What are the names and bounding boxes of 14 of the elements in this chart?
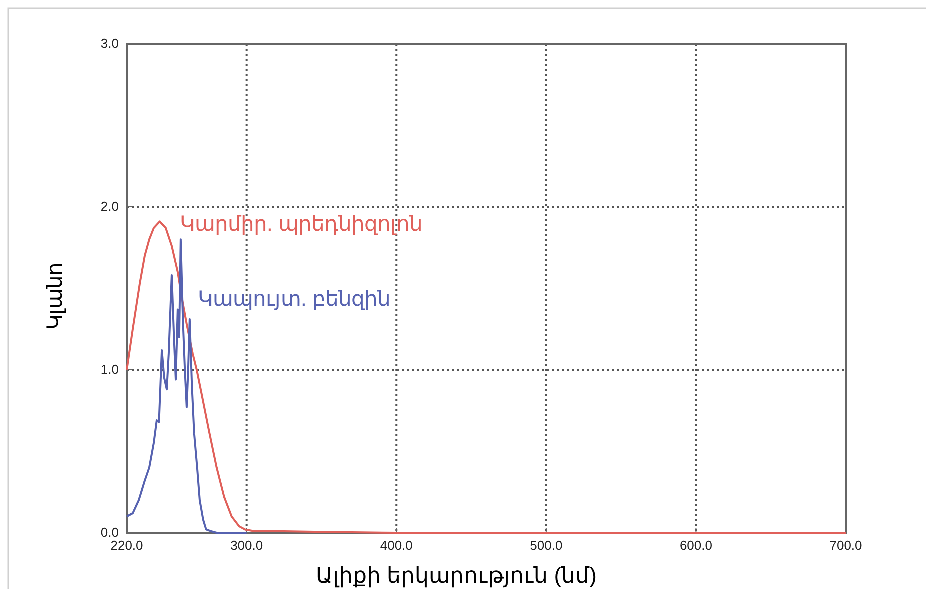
- y-tick-label: 1.0: [100, 362, 119, 378]
- y-tick-label: 3.0: [100, 36, 119, 52]
- x-tick-label: 700.0: [830, 538, 862, 554]
- x-tick-label: 300.0: [230, 538, 264, 554]
- y-tick-label: 2.0: [100, 199, 119, 214]
- y-tick-label: 0.0: [100, 525, 119, 540]
- x-tick-label: 220.0: [110, 538, 144, 554]
- x-axis-title: Ալիքի երկարություն (նմ): [316, 563, 597, 588]
- x-tick-label: 600.0: [680, 538, 712, 554]
- series-label: Կապույտ. բենզին: [198, 288, 391, 311]
- series-label: Կարմիր. պրեդնիզոլոն: [180, 213, 423, 236]
- x-tick-label: 500.0: [530, 538, 563, 554]
- x-tick-label: 400.0: [380, 538, 413, 554]
- y-axis-title: Կլանո: [44, 263, 67, 330]
